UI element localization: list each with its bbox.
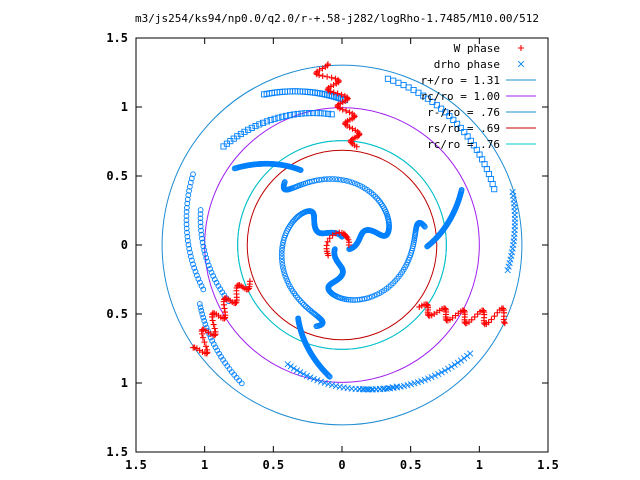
x-tick-label-4: 0.5	[400, 458, 422, 472]
x-tick-label-5: 1	[476, 458, 483, 472]
phase-points	[183, 61, 519, 393]
y-tick-label-4: 0.5	[106, 307, 128, 321]
drho-arm-tail-1	[424, 186, 465, 250]
x-tick-label-0: 1.5	[125, 458, 147, 472]
legend-label-0: W phase	[454, 42, 500, 55]
circle-series-0	[161, 64, 523, 426]
legend-label-3: rc/ro = 1.00	[421, 90, 500, 103]
w-phase-core	[323, 229, 353, 259]
y-tick-label-2: 0.5	[106, 169, 128, 183]
y-tick-label-5: 1	[121, 376, 128, 390]
y-tick-label-1: 1	[121, 100, 128, 114]
circle-series-3	[246, 149, 438, 341]
circle-series-4	[237, 140, 447, 350]
x-tick-label-6: 1.5	[537, 458, 559, 472]
drho-band-e	[504, 188, 519, 274]
drho-arm-tail-0	[295, 315, 333, 380]
legend: W phase drho phase r+/ro = 1.31 rc/ro = 1.0…	[421, 42, 536, 151]
circle-series-1	[204, 107, 480, 383]
axis-ticks: 1.5 1 0.5 0 0.5 1 1.51.510.500.511.5	[106, 31, 559, 472]
drho-band-nw	[261, 88, 349, 104]
drho-band-se	[356, 350, 474, 393]
drho-band-s	[284, 361, 400, 393]
w-phase-arm-southeast	[416, 301, 508, 328]
reference-circles	[161, 64, 523, 426]
y-tick-label-6: 1.5	[106, 445, 128, 459]
drho-band-w-2	[197, 207, 232, 305]
legend-label-6: rc/ro = .76	[427, 138, 500, 151]
drho-band-w	[183, 171, 207, 293]
drho-band-nw-2	[220, 109, 335, 150]
chart-title: m3/js254/ks94/np0.0/q2.0/r-+.58-j282/log…	[135, 12, 539, 25]
legend-label-5: rs/ro = .69	[427, 122, 500, 135]
drho-arm-0	[278, 208, 345, 330]
drho-arm-tail-2	[231, 160, 304, 173]
y-tick-label-3: 0	[121, 238, 128, 252]
y-tick-label-0: 1.5	[106, 31, 128, 45]
w-phase-arm-north	[313, 61, 363, 150]
legend-sample-0	[518, 45, 524, 51]
x-tick-label-2: 0.5	[262, 458, 284, 472]
w-phase-arm-southwest	[190, 278, 253, 357]
drho-band-sw	[196, 301, 245, 387]
legend-sample-1	[517, 60, 525, 68]
legend-label-4: r-/ro = .76	[427, 106, 500, 119]
drho-arm-1	[325, 219, 428, 303]
legend-label-2: r+/ro = 1.31	[421, 74, 500, 87]
drho-band-ne	[384, 75, 498, 193]
drho-arm-2	[280, 176, 392, 252]
legend-label-1: drho phase	[434, 58, 500, 71]
x-tick-label-3: 0	[338, 458, 345, 472]
x-tick-label-1: 1	[201, 458, 208, 472]
